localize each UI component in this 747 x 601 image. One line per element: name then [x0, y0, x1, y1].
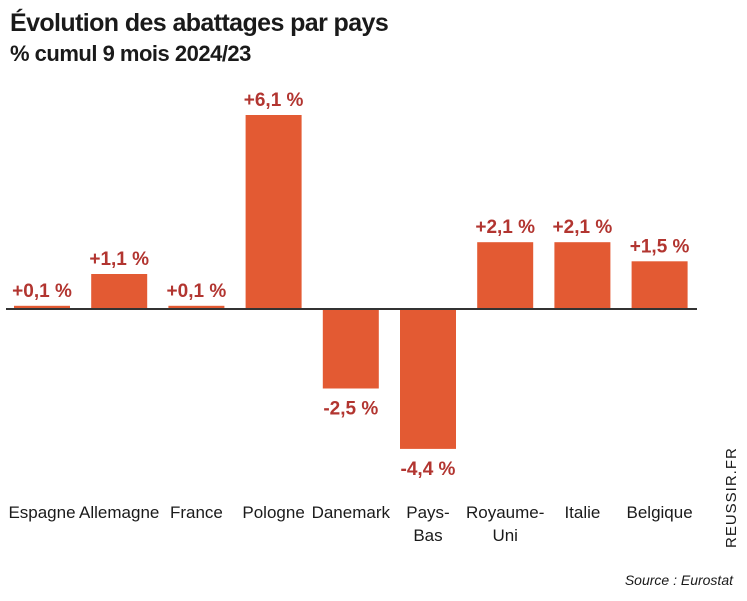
data-label-4: -2,5 % [323, 399, 378, 420]
bar-8 [631, 261, 688, 309]
data-label-7: +2,1 % [553, 217, 613, 238]
category-label-0: Espagne [8, 503, 75, 522]
data-label-6: +2,1 % [475, 217, 535, 238]
chart-title: Évolution des abattages par pays [10, 9, 389, 37]
bar-4 [322, 309, 379, 389]
category-label-5-line-1: Bas [413, 526, 442, 545]
category-label-5-line-0: Pays- [406, 503, 449, 522]
bar-0 [14, 305, 70, 309]
category-label-6-line-1: Uni [492, 526, 518, 545]
bar-5 [400, 309, 456, 449]
bar-1 [91, 274, 148, 309]
data-label-5: -4,4 % [401, 459, 456, 480]
bar-6 [477, 242, 534, 309]
category-label-7: Italie [564, 503, 600, 522]
category-label-2: France [170, 503, 223, 522]
bar-7 [554, 242, 611, 309]
data-label-1: +1,1 % [89, 249, 149, 270]
bar-3 [245, 115, 302, 309]
data-label-8: +1,5 % [630, 236, 690, 257]
chart-subtitle: % cumul 9 mois 2024/23 [10, 41, 251, 66]
category-label-8: Belgique [627, 503, 693, 522]
category-label-4: Danemark [312, 503, 391, 522]
category-label-1: Allemagne [79, 503, 159, 522]
data-label-0: +0,1 % [12, 281, 72, 302]
data-label-3: +6,1 % [244, 90, 304, 111]
source-note: Source : Eurostat [624, 572, 733, 588]
data-label-2: +0,1 % [167, 281, 227, 302]
category-label-6-line-0: Royaume- [466, 503, 544, 522]
bar-2 [168, 305, 225, 309]
watermark-reussir: REUSSIR.FR [723, 447, 740, 548]
category-label-3: Pologne [242, 503, 304, 522]
